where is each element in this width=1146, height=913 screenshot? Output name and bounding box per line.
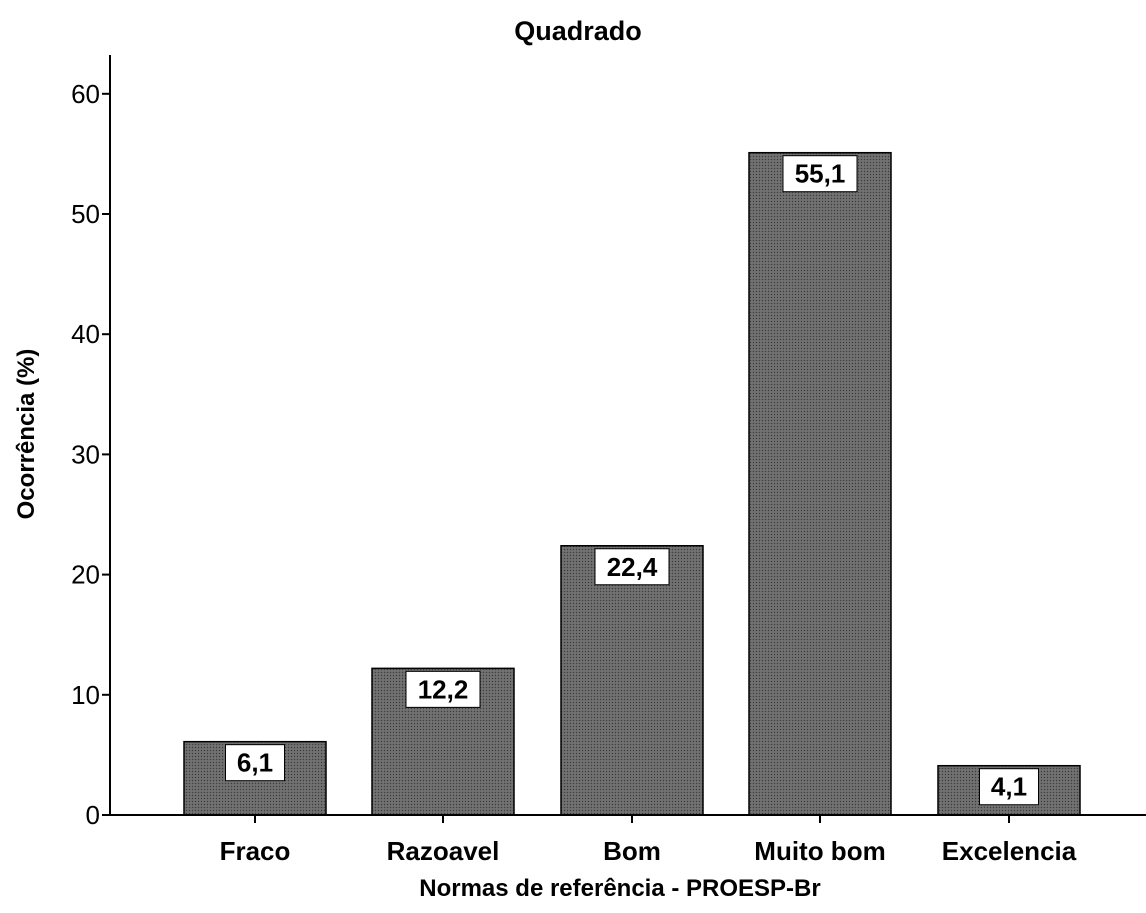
data-label-box xyxy=(594,548,670,586)
y-tick-label: 50 xyxy=(71,199,100,229)
data-label-value: 6,1 xyxy=(237,748,273,778)
data-label-box xyxy=(225,744,285,782)
data-label: 12,2 xyxy=(405,670,481,708)
data-label-box xyxy=(405,670,481,708)
y-tick-label: 20 xyxy=(71,560,100,590)
y-tick-label: 10 xyxy=(71,680,100,710)
y-tick-label: 40 xyxy=(71,319,100,349)
y-tick-label: 60 xyxy=(71,79,100,109)
chart-title: Quadrado xyxy=(514,16,642,46)
data-label: 22,4 xyxy=(594,548,670,586)
bar-muito-bom xyxy=(748,151,892,816)
x-tick-label: Bom xyxy=(603,836,661,866)
y-axis: 0 10 20 30 40 50 60 xyxy=(71,55,111,830)
y-tick-label: 30 xyxy=(71,439,100,469)
x-tick-label: Razoavel xyxy=(387,836,500,866)
data-label-box xyxy=(979,768,1039,806)
x-tick-label: Muito bom xyxy=(754,836,885,866)
data-label-value: 12,2 xyxy=(418,674,469,704)
data-label-box xyxy=(782,155,858,193)
x-axis: Fraco Razoavel Bom Muito bom Excelencia xyxy=(110,814,1146,866)
y-axis-title: Ocorrência (%) xyxy=(13,349,40,520)
y-tick-label: 0 xyxy=(86,800,100,830)
bar-bom xyxy=(560,545,704,816)
data-label-value: 55,1 xyxy=(795,159,846,189)
data-label: 4,1 xyxy=(979,768,1039,806)
data-label: 6,1 xyxy=(225,744,285,782)
x-tick-label: Excelencia xyxy=(942,836,1077,866)
bars-group: 6,1 12,2 22,4 55,1 4,1 xyxy=(183,151,1081,816)
x-tick-label: Fraco xyxy=(220,836,291,866)
x-axis-title: Normas de referência - PROESP-Br xyxy=(419,875,820,902)
data-label-value: 22,4 xyxy=(607,552,658,582)
data-label-value: 4,1 xyxy=(991,772,1027,802)
data-label: 55,1 xyxy=(782,155,858,193)
